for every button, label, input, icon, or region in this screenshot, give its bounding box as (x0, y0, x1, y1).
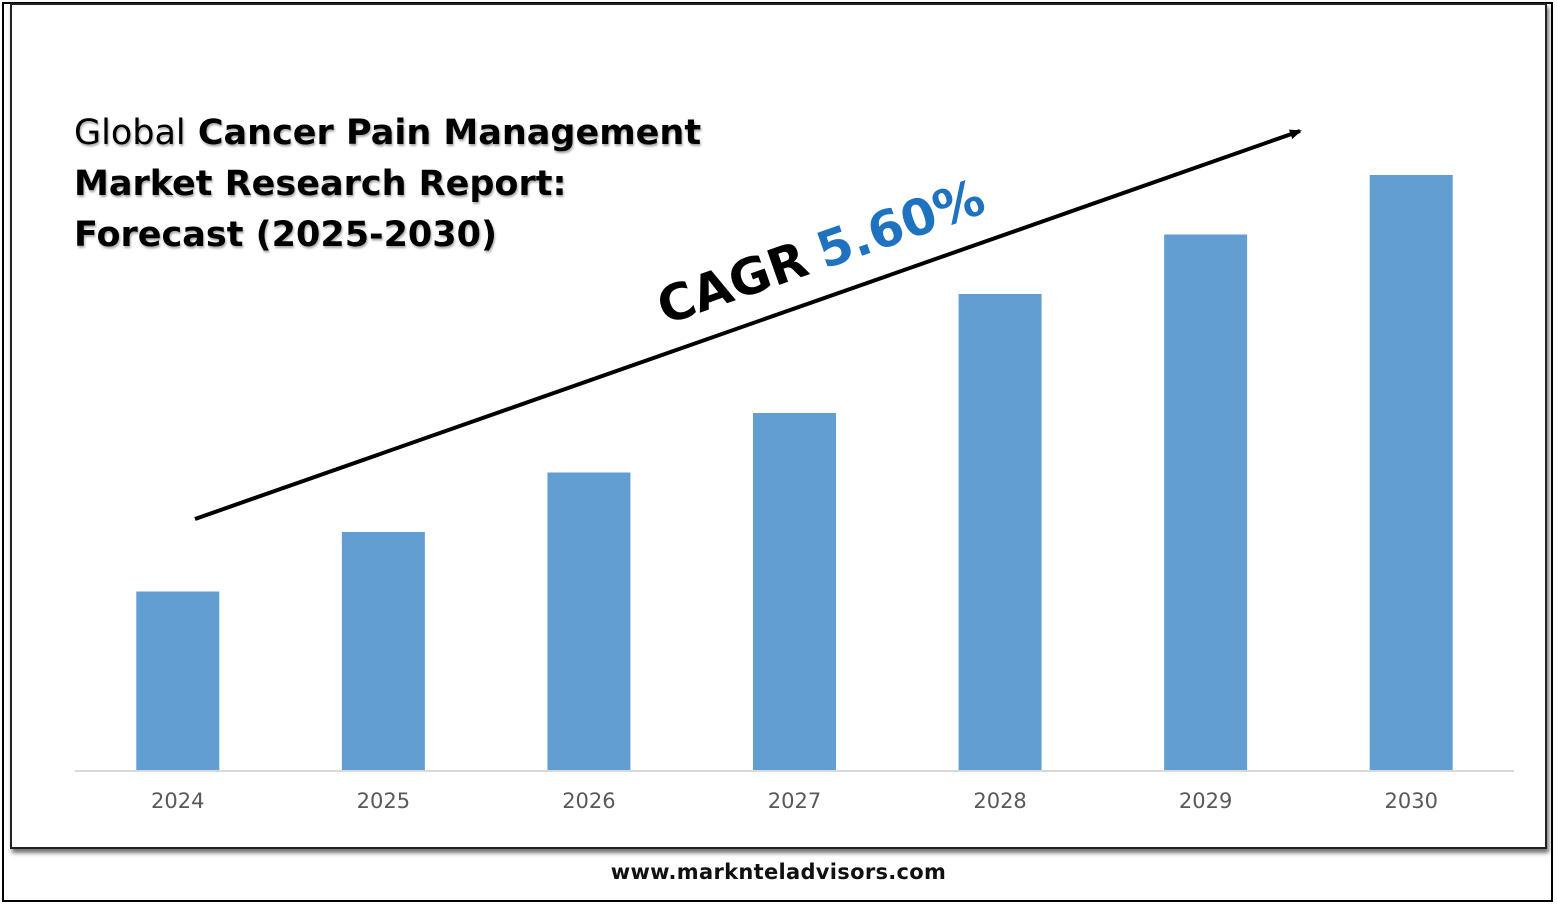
x-tick-label-2030: 2030 (1384, 789, 1437, 813)
bars-group (136, 175, 1453, 770)
x-tick-label-2027: 2027 (768, 789, 821, 813)
trend-arrow (194, 129, 1302, 521)
bar-2024 (136, 591, 220, 770)
bar-2025 (341, 532, 425, 770)
bar-2027 (753, 413, 836, 770)
cagr-annotation: CAGR5.60% (650, 168, 992, 336)
title-line2: Market Research Report: (74, 164, 567, 204)
x-tick-label-2026: 2026 (562, 789, 615, 813)
bar-2026 (547, 472, 631, 770)
cagr-value: 5.60% (809, 168, 992, 280)
footer-url[interactable]: www.marknteladvisors.com (610, 860, 947, 884)
x-tick-label-2028: 2028 (973, 789, 1026, 813)
x-tick-label-2025: 2025 (357, 789, 410, 813)
x-tick-label-2029: 2029 (1179, 789, 1232, 813)
x-tick-labels: 2024 2025 2026 2027 2028 2029 2030 (151, 789, 1438, 813)
title-prefix: Global (74, 113, 186, 153)
chart-title: Global Cancer Pain Management Market Res… (74, 108, 701, 261)
bar-2030 (1369, 175, 1453, 770)
bar-2029 (1164, 234, 1248, 770)
x-tick-label-2024: 2024 (151, 789, 204, 813)
bar-2028 (958, 294, 1042, 770)
title-line1: Cancer Pain Management (197, 113, 702, 153)
title-line3: Forecast (2025-2030) (74, 215, 497, 255)
